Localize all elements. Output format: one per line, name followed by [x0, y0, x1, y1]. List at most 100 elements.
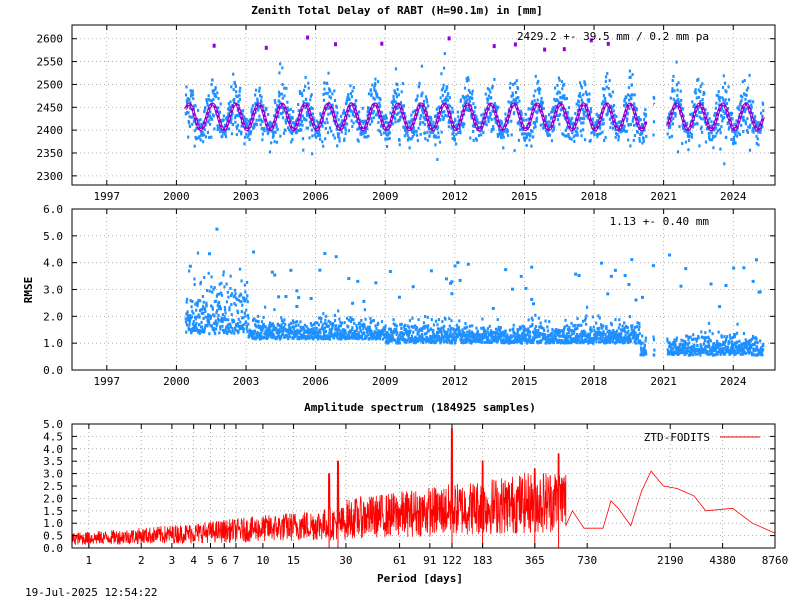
rmse-data-point — [459, 334, 463, 338]
ztd-data-point — [470, 92, 474, 96]
ztd-data-point — [548, 120, 551, 124]
ztd-data-point — [259, 94, 262, 98]
ztd-data-point — [730, 137, 733, 141]
rmse-data-point — [264, 305, 267, 309]
rmse-data-point — [715, 346, 718, 350]
ztd-data-point — [350, 95, 353, 99]
ztd-data-point — [212, 114, 215, 118]
ztd-data-point — [602, 122, 605, 126]
ztd-data-point — [398, 138, 401, 142]
ztd-data-point — [717, 123, 720, 127]
ztd-data-point — [593, 132, 596, 136]
ztd-data-point — [385, 145, 389, 149]
rmse-data-point — [697, 334, 700, 338]
ztd-data-point — [701, 130, 704, 134]
ztd-data-point — [630, 83, 633, 87]
rmse-data-point — [484, 329, 487, 333]
ztd-data-point — [349, 91, 353, 95]
ztd-data-point — [712, 146, 715, 150]
rmse-data-point — [637, 328, 640, 332]
ztd-data-point — [333, 110, 336, 114]
rmse-data-point — [316, 330, 319, 334]
rmse-data-point — [578, 336, 581, 340]
ztd-data-point — [562, 133, 565, 137]
ztd-data-point — [529, 132, 532, 136]
ztd-data-point — [492, 127, 495, 131]
rmse-data-point — [254, 337, 257, 341]
rmse-data-point — [305, 325, 308, 329]
ztd-data-point — [425, 106, 428, 110]
ztd-data-point — [515, 96, 518, 100]
ztd-data-point — [447, 120, 450, 124]
rmse-data-point — [202, 317, 205, 321]
rmse-data-point — [613, 341, 617, 345]
ztd-data-point — [509, 101, 512, 105]
ztd-data-point — [523, 138, 527, 142]
ztd-data-point — [571, 131, 574, 135]
rmse-data-point — [631, 336, 634, 340]
rmse-data-point — [432, 328, 435, 332]
ztd-data-point — [398, 117, 402, 121]
rmse-data-point — [312, 323, 315, 327]
ztd-data-point — [219, 130, 222, 134]
ztd-data-point — [628, 69, 632, 73]
ztd-data-point — [187, 119, 190, 123]
ztd-data-point — [399, 110, 402, 114]
ztd-data-point — [537, 79, 540, 83]
ztd-data-point — [344, 126, 347, 130]
ztd-data-point — [493, 102, 496, 106]
rmse-data-point — [552, 340, 556, 344]
ztd-data-point — [717, 96, 721, 100]
rmse-data-point — [708, 352, 712, 356]
rmse-data-point — [674, 351, 677, 355]
rmse-data-point — [730, 345, 733, 349]
ztd-data-point — [633, 93, 636, 97]
ztd-data-point — [571, 121, 574, 125]
rmse-data-point — [613, 330, 616, 334]
ztd-data-point — [203, 109, 206, 113]
rmse-data-point — [218, 300, 221, 304]
rmse-data-point — [497, 327, 500, 331]
ztd-data-point — [546, 134, 550, 138]
ztd-data-point — [556, 92, 559, 96]
ztd-data-point — [196, 118, 199, 122]
rmse-outlier-point — [374, 281, 378, 285]
rmse-data-point — [188, 323, 191, 327]
ztd-data-point — [266, 129, 269, 133]
ztd-data-point — [355, 99, 358, 103]
ztd-data-point — [626, 111, 629, 115]
ztd-data-point — [695, 114, 699, 118]
rmse-data-point — [558, 330, 562, 334]
rmse-data-point — [468, 332, 471, 336]
rmse-data-point — [613, 334, 616, 338]
ztd-data-point — [584, 138, 587, 142]
rmse-data-point — [291, 330, 294, 334]
ztd-data-point — [629, 75, 632, 79]
ztd-data-point — [246, 122, 249, 126]
rmse-data-point — [186, 310, 189, 314]
rmse-outlier-point — [742, 266, 746, 270]
rmse-data-point — [696, 352, 699, 356]
rmse-data-point — [702, 350, 705, 354]
ztd-data-point — [428, 115, 431, 119]
rmse-data-point — [423, 325, 426, 329]
rmse-data-point — [226, 290, 229, 294]
ztd-data-point — [701, 98, 704, 102]
rmse-data-point — [300, 326, 304, 330]
rmse-data-point — [677, 345, 680, 349]
ztd-data-point — [257, 104, 260, 108]
rmse-data-point — [241, 324, 244, 328]
rmse-data-point — [424, 338, 427, 342]
ztd-data-point — [691, 125, 695, 129]
ztd-data-point — [632, 115, 635, 119]
rmse-data-point — [218, 331, 221, 335]
rmse-data-point — [381, 332, 384, 336]
rmse-data-point — [557, 333, 560, 337]
rmse-outlier-point — [309, 296, 313, 300]
rmse-data-point — [598, 326, 601, 330]
ztd-data-point — [530, 102, 533, 106]
rmse-data-point — [405, 328, 408, 332]
ztd-data-point — [241, 112, 244, 116]
ztd-data-point — [747, 125, 750, 129]
rmse-data-point — [306, 335, 309, 339]
